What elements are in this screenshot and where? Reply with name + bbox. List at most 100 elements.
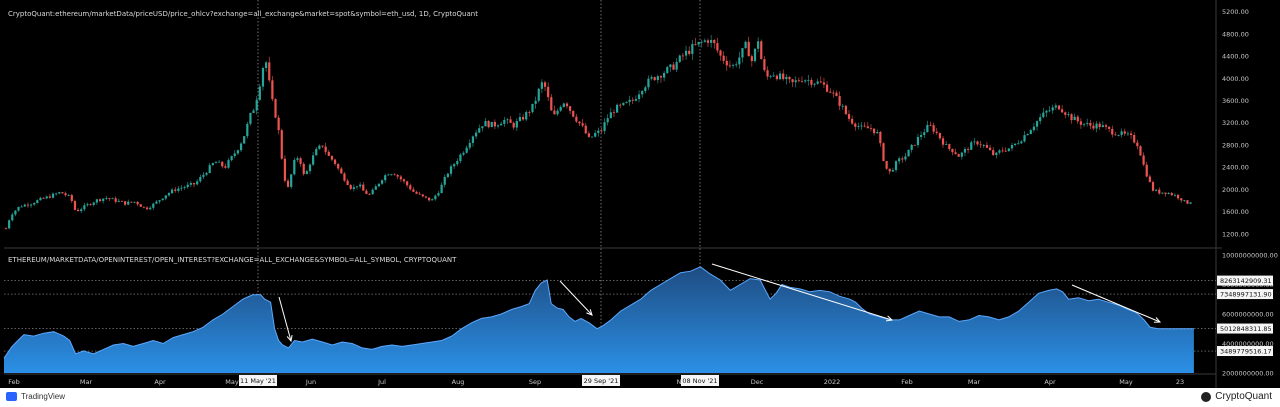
candle-body <box>1035 121 1039 127</box>
candle-body <box>750 56 753 61</box>
candle-body <box>211 163 214 166</box>
candle-body <box>236 150 240 154</box>
candle-body <box>866 126 869 129</box>
arrow-head <box>286 335 293 343</box>
candle-body <box>406 181 409 186</box>
candle-body <box>186 184 189 188</box>
candle-body <box>559 107 562 111</box>
candle-body <box>948 144 951 149</box>
time-axis-tick: 2022 <box>824 378 841 386</box>
date-tag-label: 11 May '21 <box>240 377 276 385</box>
candle-body <box>208 165 211 173</box>
candle-body <box>656 76 659 81</box>
candle-body <box>214 162 218 164</box>
candle-body <box>14 210 17 215</box>
candle-body <box>832 92 835 94</box>
candle-body <box>800 81 804 82</box>
candle-body <box>650 77 653 79</box>
candle-body <box>945 144 948 145</box>
candle-body <box>39 197 42 201</box>
candle-body <box>1054 105 1057 108</box>
candle-body <box>926 124 929 133</box>
candle-body <box>1070 114 1073 121</box>
axes: 5200.00 4800.00 4400.00 4000.00 3600.00 3200.… <box>8 8 1278 386</box>
candle-body <box>155 201 158 204</box>
candle-body <box>149 207 152 210</box>
footer: TradingView CryptoQuant <box>0 388 1280 407</box>
candle-body <box>1092 125 1095 129</box>
candle-body <box>471 136 475 143</box>
candle-body <box>1082 123 1086 125</box>
candle-body <box>418 193 421 195</box>
candle-body <box>659 76 663 78</box>
candle-body <box>293 159 296 175</box>
price-axis-tick: 5200.00 <box>1222 8 1249 16</box>
candle-body <box>205 172 208 175</box>
candle-body <box>199 176 202 182</box>
candle-body <box>11 214 14 221</box>
candle-body <box>525 111 528 120</box>
candle-body <box>970 142 973 150</box>
candle-body <box>700 41 703 43</box>
candle-body <box>590 136 594 138</box>
candle-body <box>1104 125 1108 127</box>
time-axis-tick: 23 <box>1176 378 1184 386</box>
candle-body <box>625 101 628 103</box>
candle-body <box>515 121 518 128</box>
candle-body <box>183 187 186 188</box>
candle-body <box>1120 131 1123 135</box>
candle-body <box>459 154 462 162</box>
oi-axis-tick: 6000000000.00 <box>1222 310 1274 318</box>
time-axis-tick: Aug <box>452 378 465 386</box>
candle-body <box>1133 135 1136 143</box>
candle-body <box>669 64 672 68</box>
candle-body <box>142 206 145 208</box>
candle-body <box>164 195 167 199</box>
candle-body <box>1129 133 1133 136</box>
candle-body <box>1017 143 1020 145</box>
cryptoquant-brand[interactable]: CryptoQuant <box>1201 391 1272 402</box>
candle-body <box>769 76 772 77</box>
candle-body <box>312 155 315 165</box>
time-axis-tick: Sep <box>529 378 541 386</box>
candle-body <box>1173 194 1177 196</box>
date-tag-label: 08 Nov '21 <box>682 377 717 385</box>
candle-body <box>710 40 713 43</box>
candle-body <box>719 50 722 56</box>
candle-body <box>434 195 437 200</box>
tradingview-brand[interactable]: TradingView <box>6 392 65 401</box>
candle-body <box>531 103 534 113</box>
time-axis-tick: May <box>225 378 239 386</box>
candle-body <box>130 201 133 203</box>
candle-body <box>1076 116 1079 122</box>
candle-body <box>1114 134 1117 136</box>
candle-body <box>362 184 365 191</box>
candle-body <box>117 200 120 202</box>
candle-body <box>324 146 327 152</box>
candle-body <box>1026 134 1029 136</box>
candle-body <box>857 126 860 127</box>
candle-body <box>747 41 750 57</box>
candle-body <box>894 161 898 171</box>
candle-body <box>58 192 61 194</box>
candle-body <box>177 188 180 191</box>
candle-body <box>722 55 725 61</box>
candle-body <box>810 79 813 85</box>
candle-body <box>851 118 854 124</box>
candle-body <box>1039 117 1042 122</box>
candle-body <box>1057 105 1061 110</box>
candle-body <box>123 201 127 205</box>
candle-body <box>343 173 346 181</box>
candle-body <box>825 84 829 92</box>
candle-body <box>876 131 879 134</box>
candle-body <box>296 158 299 160</box>
candle-body <box>694 44 697 45</box>
candle-body <box>399 176 402 180</box>
candle-body <box>998 150 1001 153</box>
candle-body <box>224 166 227 168</box>
candle-body <box>478 128 481 133</box>
candle-body <box>1045 110 1048 113</box>
candle-body <box>449 166 453 174</box>
candle-body <box>716 43 719 51</box>
candle-body <box>1079 121 1083 125</box>
